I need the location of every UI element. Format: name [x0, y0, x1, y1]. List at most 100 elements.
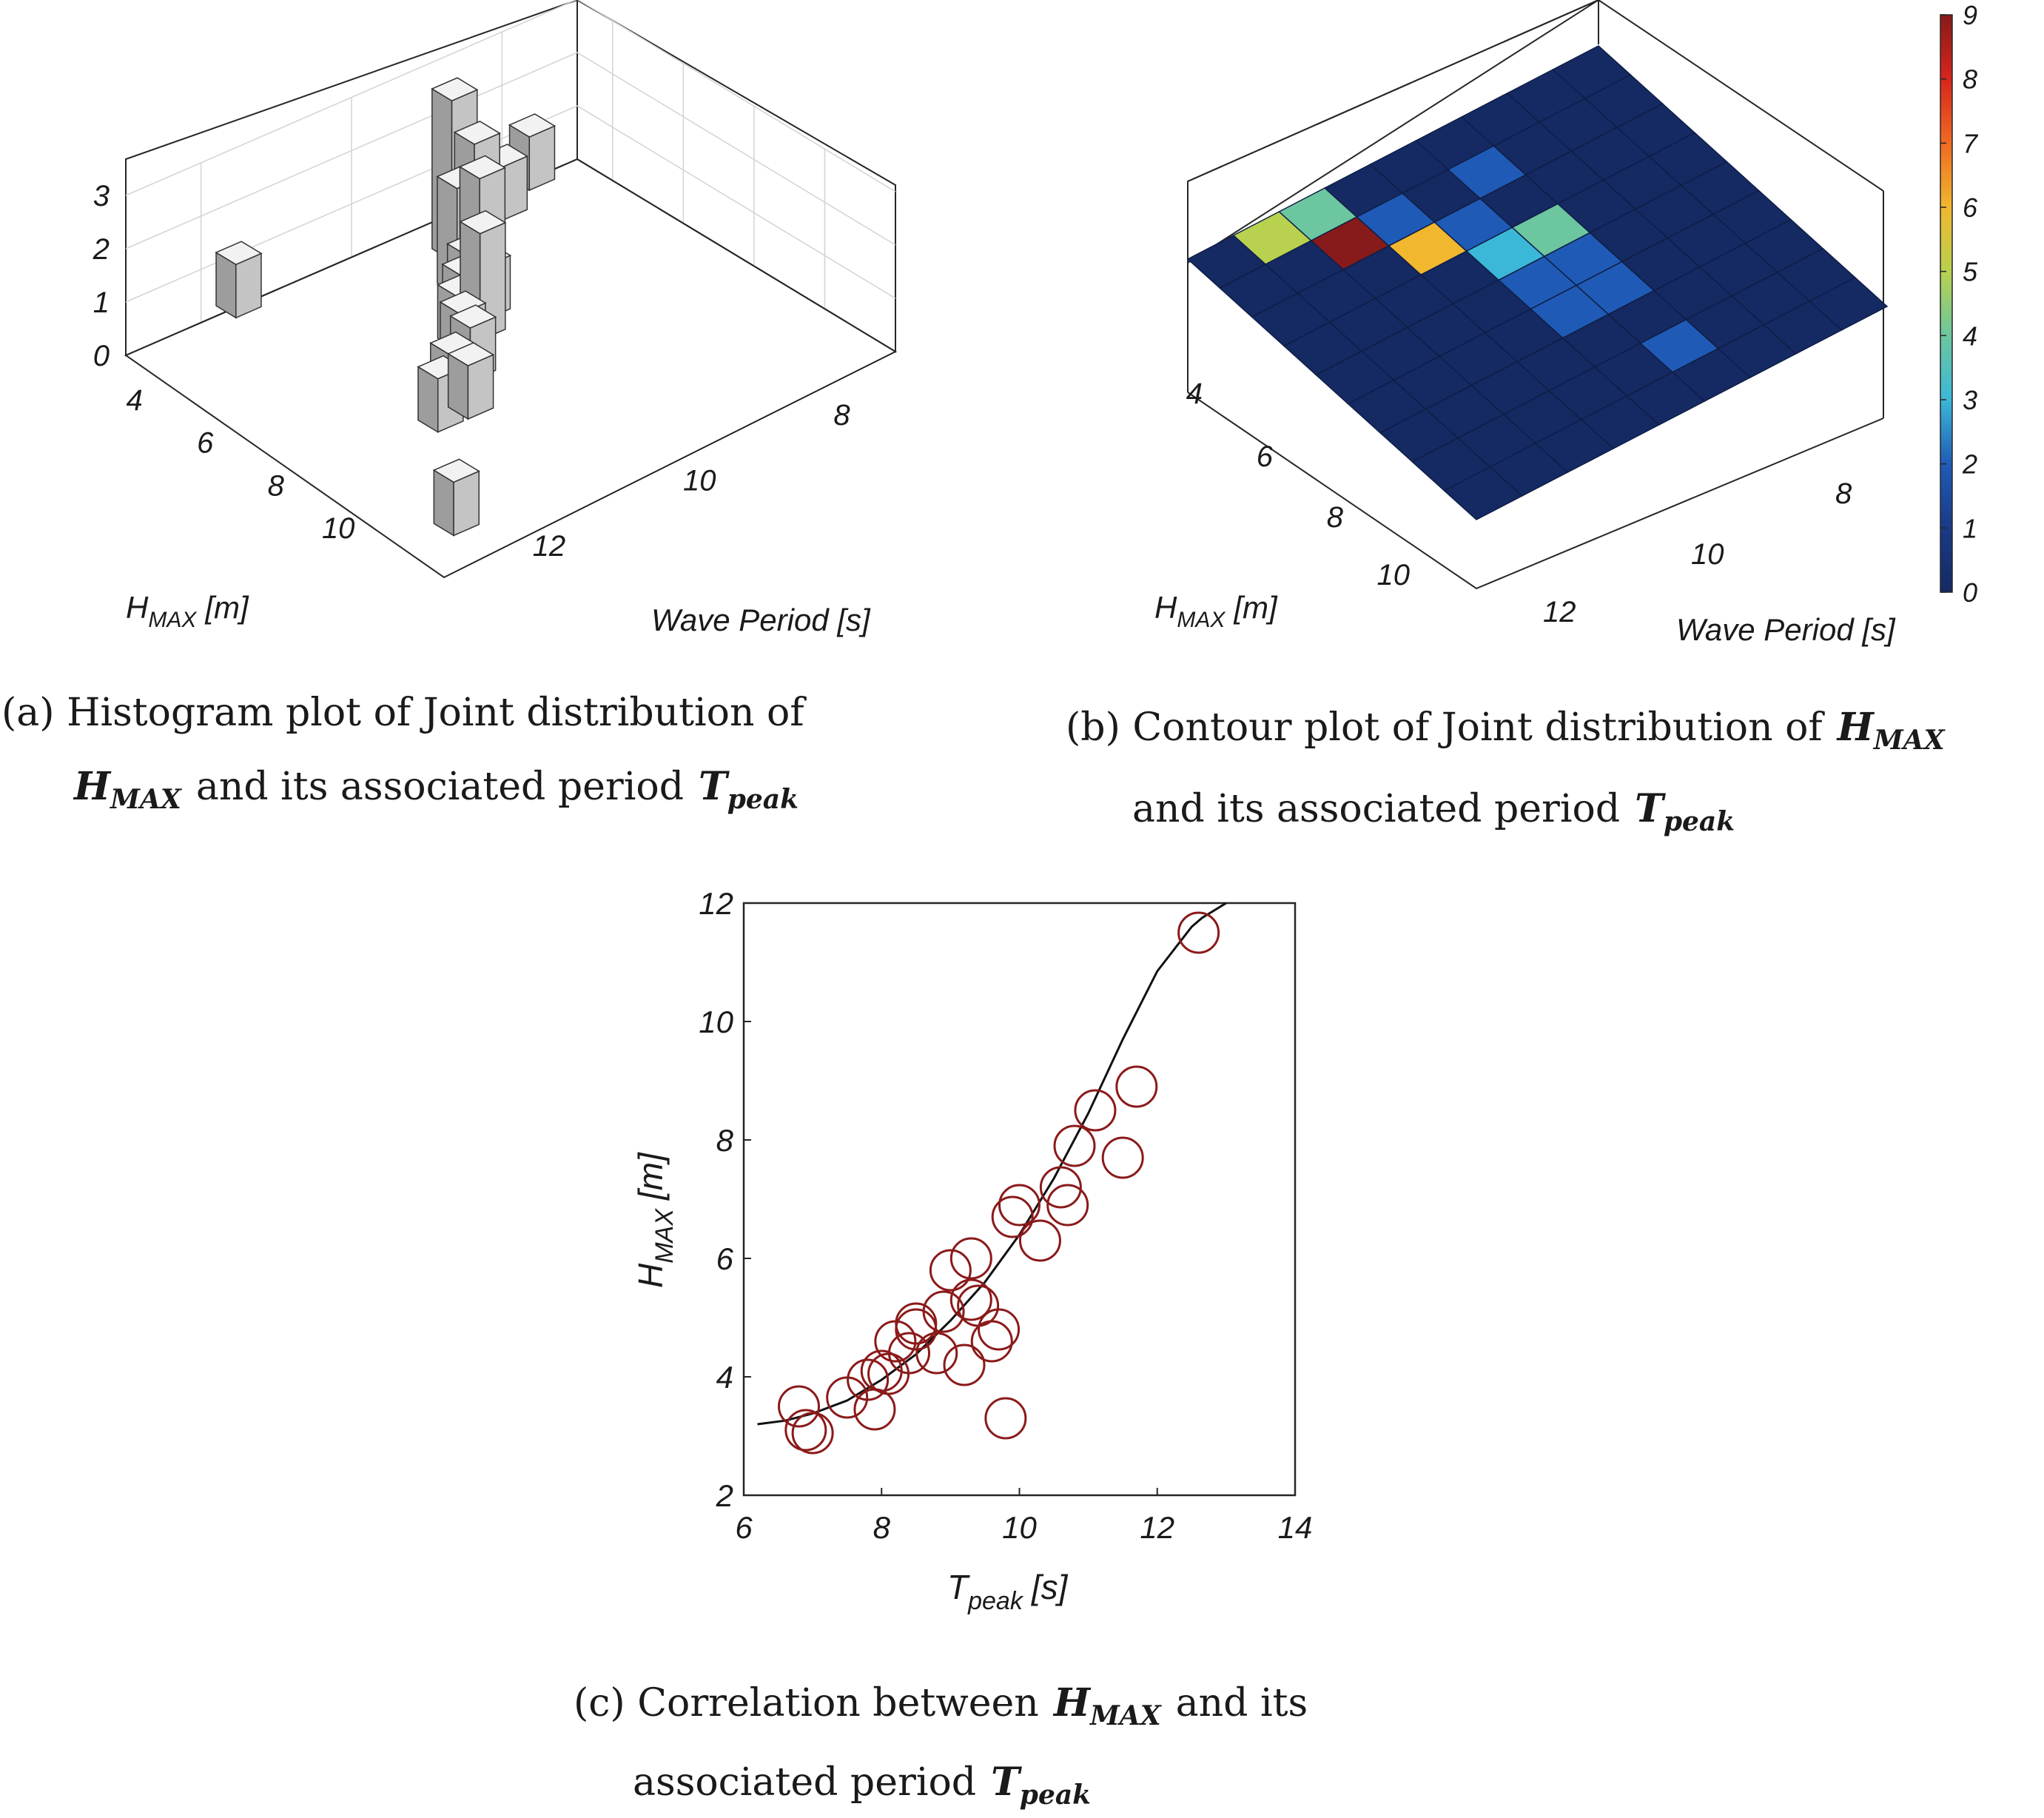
y-tick-label: 10 — [699, 1004, 733, 1039]
h-ticks-a: 4 6 8 10 — [127, 384, 355, 545]
x-tick-label: 6 — [735, 1510, 753, 1545]
y-axis-label-b: Wave Period [s] — [1676, 612, 1896, 647]
scatter-point — [1074, 1089, 1117, 1132]
scatter-point — [949, 1237, 992, 1280]
y-tick-label: 4 — [716, 1360, 733, 1395]
x-tick-label: 12 — [1140, 1510, 1174, 1545]
x-tick-label: 10 — [1002, 1510, 1037, 1545]
floor-a — [124, 158, 898, 579]
scatter-point — [1053, 1124, 1096, 1167]
heatmap-cells — [1186, 45, 1889, 520]
scatter-point — [978, 1308, 1021, 1351]
t-tick-label: 8 — [833, 399, 850, 432]
x-tick-label: 14 — [1278, 1510, 1313, 1545]
bar-top — [447, 342, 495, 366]
caption-a-line2: HMAX and its associated period Tpeak — [73, 764, 799, 815]
bar-top — [458, 155, 506, 180]
scatter-point — [1039, 1166, 1082, 1209]
back-wall-right — [576, 0, 896, 353]
y-tick-label: 8 — [716, 1123, 734, 1158]
bar-top — [453, 121, 501, 145]
colorbar-tick-label: 2 — [1962, 449, 1977, 480]
z-gridline — [125, 52, 896, 249]
bar-3d — [215, 241, 263, 319]
colorbar-tick-label: 5 — [1963, 257, 1978, 287]
x-axis-label-c: Tpeak [s] — [947, 1568, 1069, 1615]
t-ticks-a: 8 10 12 — [533, 399, 851, 563]
scatter-point — [847, 1358, 890, 1401]
h-tick-label: 6 — [1257, 440, 1274, 473]
bar-3d — [432, 458, 480, 537]
z-tick-label: 2 — [93, 233, 110, 266]
z-tick-label: 3 — [93, 180, 110, 212]
scatter-point — [991, 1195, 1034, 1238]
scatter-points — [778, 911, 1220, 1455]
y-tick-label: 6 — [716, 1241, 734, 1276]
colorbar — [1940, 14, 1953, 593]
bar-top — [508, 113, 557, 138]
scatter-point — [791, 1412, 834, 1455]
z-gridline — [125, 0, 896, 196]
x-tick-label: 8 — [873, 1510, 891, 1545]
grid-a — [125, 0, 896, 323]
scatter-point — [984, 1397, 1027, 1440]
colorbar-tick-label: 3 — [1963, 385, 1977, 415]
h-ticks-b: 4 6 8 10 — [1186, 378, 1410, 591]
z-tick-label: 0 — [93, 340, 110, 372]
t-tick-label: 8 — [1835, 477, 1852, 510]
caption-c-line1: (c) Correlation between HMAX and its — [574, 1680, 1308, 1731]
bar-top — [431, 77, 479, 101]
colorbar-tick-label: 4 — [1963, 321, 1977, 351]
x-axis-label-b: HMAX [m] — [1154, 590, 1278, 632]
heatmap-cell — [1443, 466, 1523, 520]
caption-b: (b) Contour plot of Joint distribution o… — [1066, 705, 1946, 837]
bar-top — [449, 304, 497, 329]
h-tick-label: 8 — [1327, 501, 1344, 534]
scatter-point — [970, 1320, 1013, 1363]
bar-top — [432, 458, 480, 483]
scatter-point — [998, 1184, 1041, 1227]
t-tick-label: 12 — [533, 530, 566, 563]
panel-c-scatter: 6 8 10 12 14 2 4 6 8 10 12 Tpeak [s] HMAX[m] — [631, 886, 1312, 1615]
h-tick-label: 4 — [127, 384, 143, 417]
caption-b-line1: (b) Contour plot of Joint distribution o… — [1066, 705, 1946, 756]
bar-top — [459, 209, 507, 235]
scatter-point — [922, 1290, 965, 1333]
scatter-point — [1046, 1184, 1089, 1227]
scatter-point — [1177, 911, 1220, 954]
h-tick-label: 10 — [1377, 559, 1411, 591]
floor-b — [1187, 392, 1884, 590]
colorbar-tick-label: 6 — [1963, 192, 1978, 223]
h-tick-label: 10 — [322, 512, 355, 545]
h-tick-label: 8 — [268, 469, 285, 502]
t-tick-label: 12 — [1543, 596, 1576, 628]
colorbar-tick-label: 7 — [1963, 128, 1979, 158]
y-axis-label-a: Wave Period [s] — [651, 603, 871, 637]
scatter-point — [888, 1332, 930, 1375]
t-tick-label: 10 — [1691, 538, 1724, 571]
caption-b-line2: and its associated period Tpeak — [1132, 786, 1735, 837]
scatter-point — [929, 1249, 972, 1292]
scatter-point — [915, 1332, 958, 1375]
scatter-point — [784, 1409, 827, 1452]
scatter-point — [943, 1344, 986, 1386]
bar-top — [439, 290, 487, 315]
y-axis-label-c: HMAX[m] — [631, 1152, 679, 1288]
scatter-point — [949, 1278, 992, 1321]
scatter-point — [1018, 1219, 1061, 1262]
caption-c-line2: associated period Tpeak — [633, 1760, 1091, 1811]
z-gridline — [125, 105, 896, 303]
scatter-point — [778, 1385, 820, 1428]
bar-top — [215, 241, 263, 266]
h-tick-label: 6 — [197, 427, 214, 460]
caption-a: (a) Histogram plot of Joint distribution… — [1, 691, 807, 815]
z-ticks-a: 0 1 2 3 — [93, 180, 110, 372]
scatter-point — [1115, 1065, 1158, 1108]
y-tick-label: 12 — [699, 886, 733, 921]
caption-c: (c) Correlation between HMAX and its assoc… — [574, 1680, 1308, 1811]
z-tick-label: 1 — [93, 286, 110, 319]
colorbar-tick-label: 0 — [1963, 577, 1977, 608]
